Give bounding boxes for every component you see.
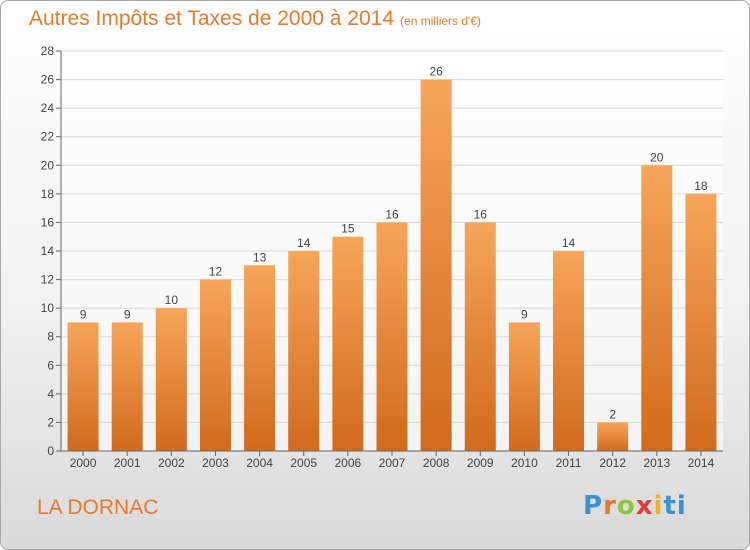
- y-tick-label: 2: [47, 415, 54, 429]
- y-tick-label: 22: [41, 130, 55, 144]
- x-tick-label: 2009: [467, 456, 494, 470]
- x-tick-label: 2006: [335, 456, 362, 470]
- bar: [288, 251, 320, 451]
- y-tick-label: 24: [41, 101, 55, 115]
- bar-value-label: 14: [297, 236, 311, 250]
- y-tick-label: 20: [41, 158, 55, 172]
- y-tick-label: 4: [47, 387, 54, 401]
- bar: [641, 165, 673, 452]
- y-tick-label: 8: [47, 330, 54, 344]
- x-tick-label: 2010: [511, 456, 538, 470]
- y-tick-label: 18: [41, 187, 55, 201]
- bar: [199, 279, 231, 451]
- logo-letter: P: [583, 491, 604, 521]
- bar-value-label: 9: [80, 307, 87, 321]
- logo-letter: i: [676, 491, 687, 521]
- bar: [420, 79, 452, 452]
- bar-value-label: 12: [209, 265, 223, 279]
- y-tick-label: 26: [41, 73, 55, 87]
- x-tick-label: 2004: [246, 456, 273, 470]
- bar: [508, 322, 540, 451]
- bars: 9 9 10 12 13 14 15 16 26 16 9 14 2 20 18: [67, 65, 717, 452]
- bar-value-label: 16: [385, 207, 399, 221]
- bar-value-label: 16: [474, 207, 488, 221]
- chart-title-text: Autres Impôts et Taxes de 2000 à 2014: [29, 7, 395, 30]
- y-tick-label: 0: [47, 444, 54, 458]
- bar-value-label: 13: [253, 250, 267, 264]
- bar-value-label: 18: [694, 179, 708, 193]
- y-tick-label: 14: [41, 244, 55, 258]
- chart-subtitle: (en milliers d'€): [400, 14, 482, 28]
- logo-letter: t: [663, 491, 677, 521]
- logo-letter: o: [616, 491, 636, 521]
- bar-value-label: 2: [609, 407, 616, 421]
- x-tick-label: 2008: [423, 456, 450, 470]
- bar: [244, 265, 276, 451]
- bar-value-label: 26: [429, 65, 443, 79]
- y-tick-label: 10: [41, 301, 55, 315]
- x-tick-label: 2000: [70, 456, 97, 470]
- x-tick-label: 2007: [379, 456, 406, 470]
- bar-value-label: 10: [165, 293, 179, 307]
- chart-title: Autres Impôts et Taxes de 2000 à 2014 (en…: [29, 7, 481, 31]
- bar: [67, 322, 99, 451]
- x-tick-label: 2001: [114, 456, 141, 470]
- bar: [553, 251, 585, 451]
- bar: [332, 236, 364, 451]
- y-tick-label: 16: [41, 215, 55, 229]
- bar: [155, 308, 187, 451]
- bar: [376, 222, 408, 451]
- x-tick-label: 2014: [688, 456, 715, 470]
- x-tick-label: 2012: [599, 456, 626, 470]
- y-tick-label: 12: [41, 273, 55, 287]
- proxiti-logo[interactable]: Proxiti: [583, 491, 687, 521]
- y-tick-label: 6: [47, 358, 54, 372]
- bar-value-label: 20: [650, 150, 664, 164]
- x-tick-label: 2002: [158, 456, 185, 470]
- y-tick-label: 28: [41, 44, 55, 58]
- bar-value-label: 15: [341, 222, 355, 236]
- bar-value-label: 14: [562, 236, 576, 250]
- bar-value-label: 9: [124, 307, 131, 321]
- x-tick-label: 2005: [290, 456, 317, 470]
- place-name: LA DORNAC: [37, 496, 159, 519]
- bar-value-label: 9: [521, 307, 528, 321]
- bar: [464, 222, 496, 451]
- bar: [111, 322, 143, 451]
- bar: [597, 422, 629, 451]
- x-tick-label: 2003: [202, 456, 229, 470]
- x-tick-label: 2011: [556, 456, 582, 470]
- logo-letter: x: [635, 491, 654, 521]
- logo-letter: i: [653, 491, 664, 521]
- x-tick-label: 2013: [643, 456, 670, 470]
- logo-letter: r: [603, 491, 617, 521]
- bar: [685, 193, 717, 451]
